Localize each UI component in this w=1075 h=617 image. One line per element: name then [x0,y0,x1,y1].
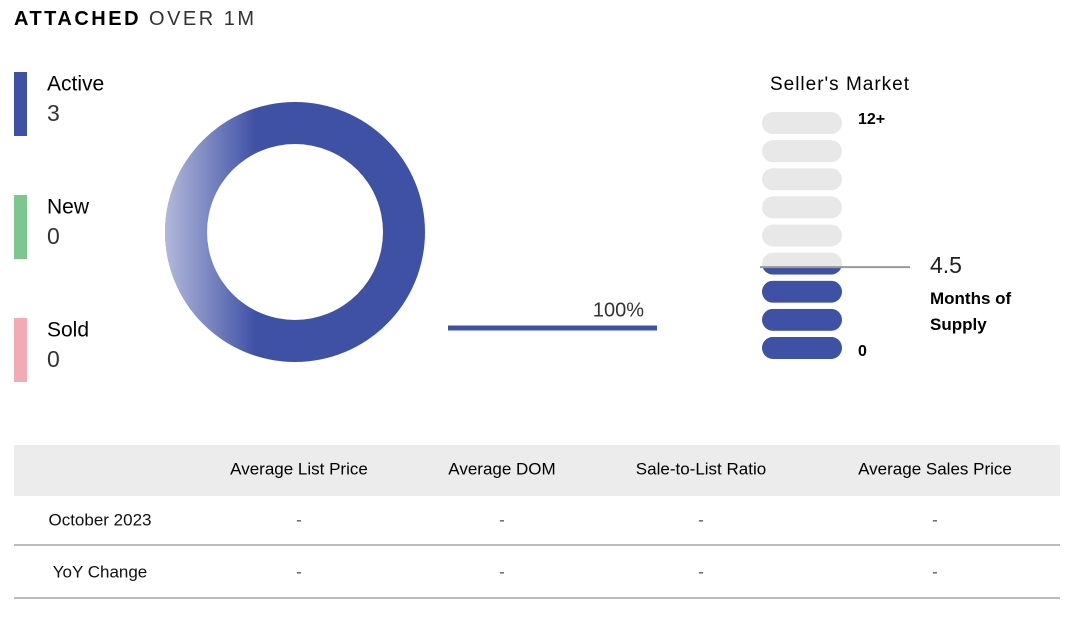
legend-value: 3 [47,100,60,126]
table-header: Average Sales Price [858,459,1012,478]
gauge-tick-label: 0 [858,343,867,360]
legend-label: New [47,196,90,219]
gauge-fill [762,267,842,275]
gauge-fill [762,280,842,303]
gauge-fill [762,336,842,359]
gauge-segment [762,140,842,163]
table-cell: - [296,562,302,581]
gauge-tick-label: 12+ [858,111,885,128]
gauge-segment [762,112,842,135]
gauge-caption: Months of Supply [930,290,1012,335]
table-cell: - [499,562,505,581]
table-cell: - [698,510,704,529]
donut-shade [165,102,425,362]
table-header: Average List Price [230,459,368,478]
legend-value: 0 [47,346,60,372]
gauge-segment [762,168,842,191]
legend-swatch [14,195,27,259]
table-header: Average DOM [448,459,555,478]
caption-line: Supply [930,316,987,335]
table-header-bg [14,445,1060,496]
legend-swatch [14,318,27,382]
gauge-title: Seller's Market [770,74,910,95]
gauge-fill [762,308,842,331]
title: ATTACHED OVER 1M [14,8,257,30]
caption-line: Months of [930,290,1012,309]
legend-swatch [14,72,27,136]
table-cell: - [499,510,505,529]
legend-label: Active [47,73,104,96]
legend-label: Sold [47,319,89,342]
title-bold: ATTACHED [14,8,141,30]
row-label: October 2023 [48,510,151,529]
gauge-value: 4.5 [930,252,962,278]
table-header: Sale-to-List Ratio [636,459,766,478]
row-label: YoY Change [53,562,148,581]
donut-annotation: 100% [593,299,644,321]
gauge-segment [762,196,842,219]
legend-value: 0 [47,223,60,249]
table-cell: - [932,510,938,529]
table-cell: - [296,510,302,529]
table-cell: - [932,562,938,581]
gauge-segment [762,224,842,247]
table-cell: - [698,562,704,581]
title-rest: OVER 1M [149,8,257,30]
